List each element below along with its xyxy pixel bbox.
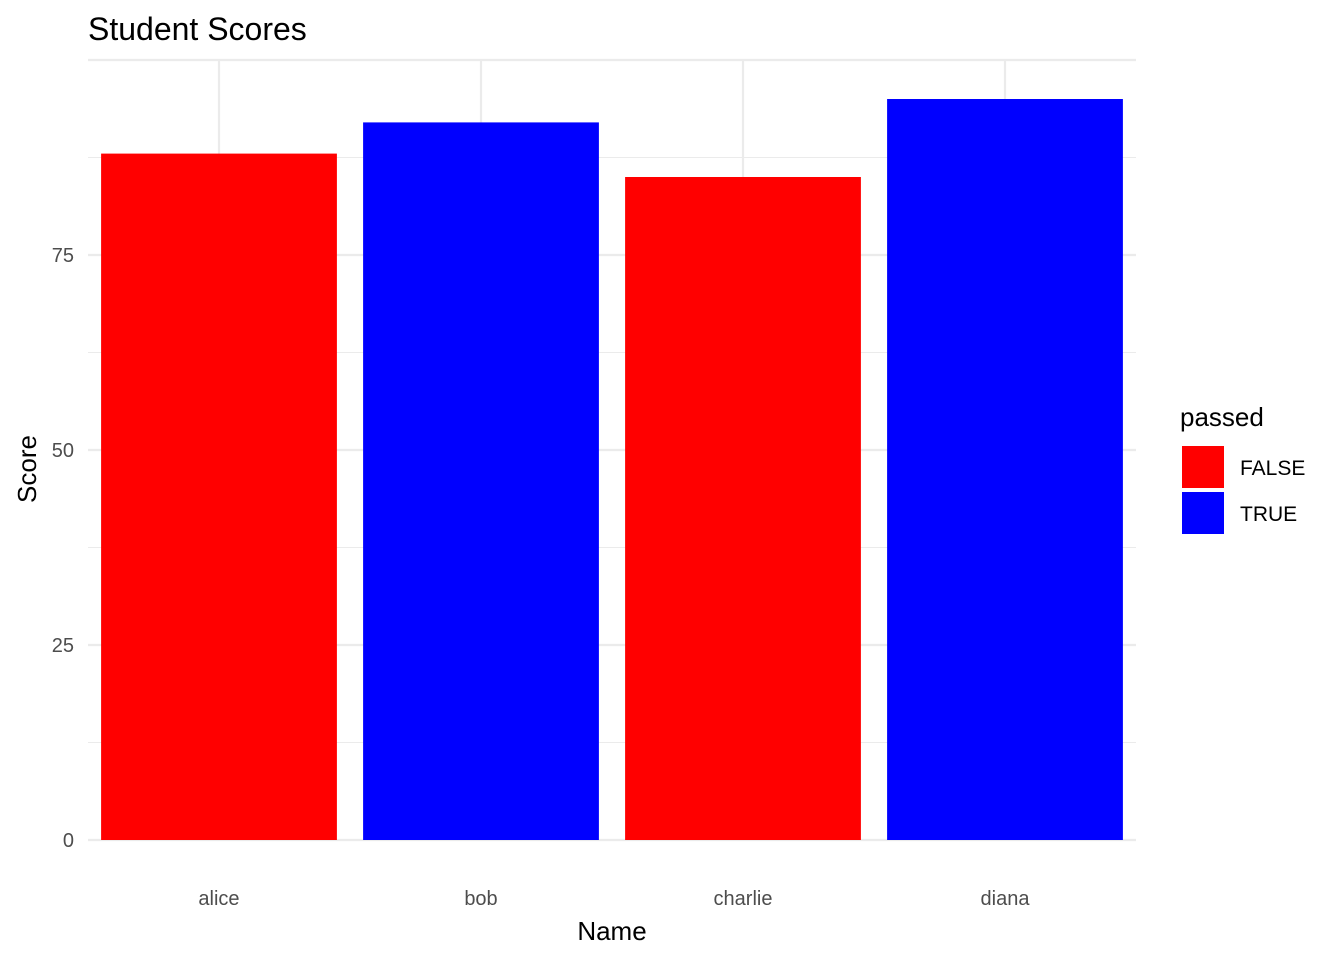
x-tick-label: charlie xyxy=(714,888,773,910)
chart-title: Student Scores xyxy=(88,11,307,47)
legend: passed FALSE TRUE xyxy=(1180,402,1305,534)
x-tick-label: diana xyxy=(981,888,1031,910)
y-tick-label: 0 xyxy=(63,830,74,852)
y-tick-label: 75 xyxy=(52,245,74,267)
x-axis-title: Name xyxy=(577,916,646,946)
y-tick-label: 50 xyxy=(52,440,74,462)
bars xyxy=(101,99,1123,841)
y-axis-ticks: 0 25 50 75 xyxy=(52,245,74,852)
legend-title: passed xyxy=(1180,402,1264,432)
legend-swatch-true xyxy=(1182,492,1224,534)
x-tick-label: alice xyxy=(198,888,239,910)
bar-bob xyxy=(363,122,599,840)
y-axis-title: Score xyxy=(12,435,42,503)
legend-label-true: TRUE xyxy=(1240,503,1297,526)
bar-diana xyxy=(887,99,1123,840)
x-axis-ticks: alice bob charlie diana xyxy=(198,888,1030,910)
legend-swatch-false xyxy=(1182,446,1224,488)
bar-alice xyxy=(101,153,337,841)
x-tick-label: bob xyxy=(464,888,497,910)
legend-entries: FALSE TRUE xyxy=(1182,446,1305,534)
bar-charlie xyxy=(625,177,861,840)
y-tick-label: 25 xyxy=(52,635,74,657)
legend-label-false: FALSE xyxy=(1240,457,1305,480)
